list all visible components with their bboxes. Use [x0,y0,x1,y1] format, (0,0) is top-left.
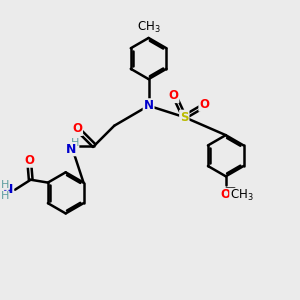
Text: N: N [66,142,76,156]
Text: H: H [1,180,9,190]
Text: O: O [72,122,82,135]
Text: S: S [180,111,189,124]
Text: O: O [169,89,178,102]
Text: H: H [70,138,79,148]
Text: H: H [1,191,9,201]
Text: O: O [221,188,231,201]
Text: O: O [24,154,34,167]
Text: CH$_3$: CH$_3$ [230,188,253,203]
Text: CH$_3$: CH$_3$ [137,20,160,34]
Text: N: N [144,99,154,112]
Text: N: N [3,183,14,196]
Text: O: O [199,98,209,111]
